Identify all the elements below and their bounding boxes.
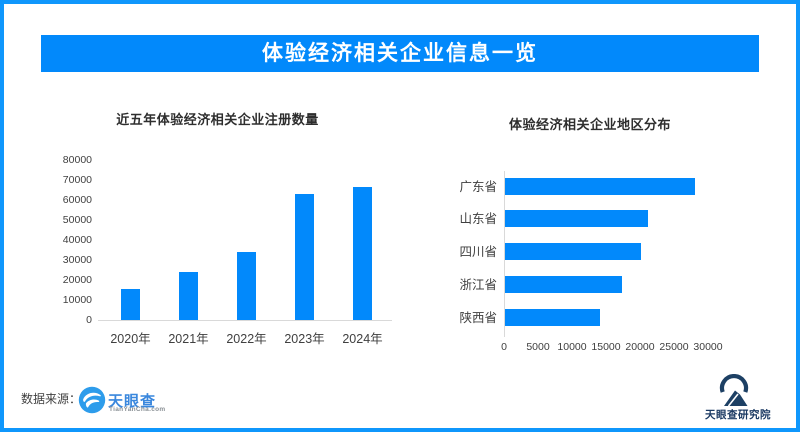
category-label-山东省: 山东省 xyxy=(459,212,497,227)
data-source-label: 数据来源： xyxy=(21,392,82,406)
tianyancha-domain: TianYanCha.com xyxy=(109,406,166,413)
header-banner: 体验经济相关企业信息一览 xyxy=(41,35,759,72)
y-axis-line xyxy=(504,171,505,337)
x-tick-label: 20000 xyxy=(625,341,655,353)
y-axis-label: 60000 xyxy=(62,194,92,206)
y-axis-label: 50000 xyxy=(62,214,92,226)
registrations-bar-chart: 0 10000 20000 30000 40000 50000 60000 70000 8000… xyxy=(60,105,410,360)
x-axis-label: 2022年 xyxy=(226,332,267,346)
x-axis-label: 2020年 xyxy=(110,332,151,346)
bar-2021年 xyxy=(179,272,198,320)
y-axis-label: 20000 xyxy=(62,274,92,286)
bar-2023年 xyxy=(295,194,314,320)
y-axis-label: 30000 xyxy=(62,254,92,266)
y-axis-label: 80000 xyxy=(62,154,92,166)
y-axis-label: 70000 xyxy=(62,174,92,186)
x-tick-label: 0 xyxy=(501,341,507,353)
tianyancha-institute-icon xyxy=(719,374,749,407)
x-axis-line xyxy=(98,320,392,321)
page-title: 体验经济相关企业信息一览 xyxy=(262,42,538,65)
x-tick-label: 15000 xyxy=(591,341,621,353)
category-label-四川省: 四川省 xyxy=(459,245,497,260)
x-tick-label: 10000 xyxy=(557,341,587,353)
x-tick-label: 25000 xyxy=(659,341,689,353)
bar-浙江省 xyxy=(505,275,622,293)
right-chart-title: 体验经济相关企业地区分布 xyxy=(508,117,671,132)
category-label-广东省: 广东省 xyxy=(459,179,497,194)
category-label-浙江省: 浙江省 xyxy=(459,277,497,292)
bar-2024年 xyxy=(353,187,372,320)
bar-四川省 xyxy=(505,243,641,261)
y-axis-label: 10000 xyxy=(62,294,92,306)
tianyancha-wordmark: 天眼查 xyxy=(108,393,157,410)
region-distribution-bar-chart: 广东省山东省四川省浙江省陕西省 0 5000 10000 15000 20000 25000… xyxy=(440,105,760,360)
tianyancha-eye-icon xyxy=(78,386,106,414)
bar-山东省 xyxy=(505,210,648,228)
y-axis-label: 40000 xyxy=(62,234,92,246)
left-chart-title: 近五年体验经济相关企业注册数量 xyxy=(116,112,319,127)
x-axis-label: 2023年 xyxy=(284,332,325,346)
bar-陕西省 xyxy=(505,308,601,326)
x-axis-label: 2021年 xyxy=(168,332,209,346)
x-tick-label: 30000 xyxy=(693,341,723,353)
bar-广东省 xyxy=(505,177,696,195)
y-axis-label: 0 xyxy=(86,314,92,326)
x-axis-label: 2024年 xyxy=(342,332,383,346)
bar-2020年 xyxy=(121,289,140,320)
bar-2022年 xyxy=(237,252,256,320)
x-tick-label: 5000 xyxy=(526,341,550,353)
institute-name: 天眼查研究院 xyxy=(705,409,771,421)
category-label-陕西省: 陕西省 xyxy=(459,310,497,325)
